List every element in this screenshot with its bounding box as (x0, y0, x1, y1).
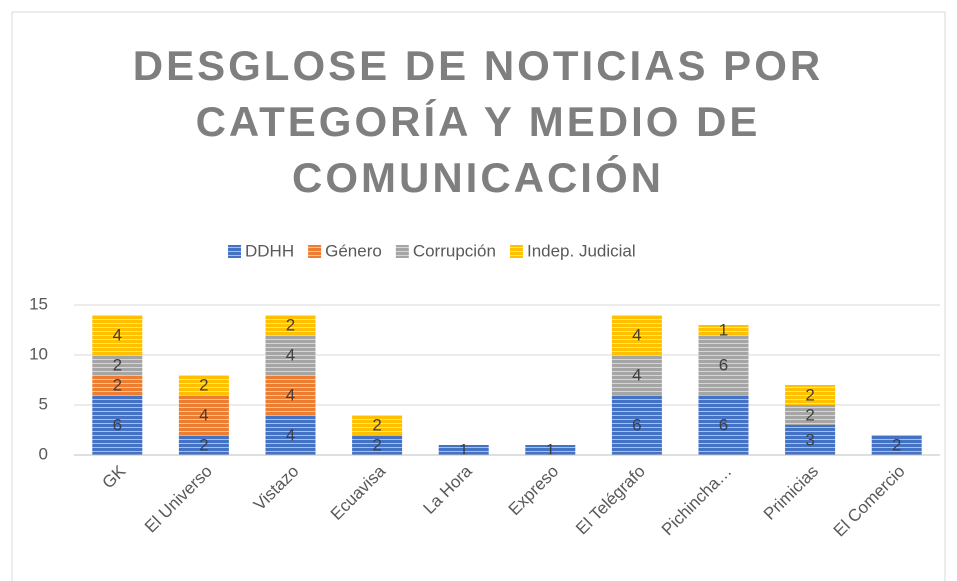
x-tick-label: Primicias (760, 462, 822, 524)
bar-segment (611, 355, 662, 395)
data-label: 2 (113, 375, 122, 394)
bar-segment (178, 375, 229, 395)
legend-swatch (395, 245, 409, 258)
chart-title: DESGLOSE DE NOTICIAS POR CATEGORÍA Y MED… (132, 42, 824, 201)
bar-segment (265, 415, 316, 455)
data-label: 6 (719, 355, 728, 374)
x-tick-label: Pichincha… (658, 462, 736, 540)
bar-segment (698, 325, 749, 335)
data-label: 2 (199, 375, 208, 394)
data-label: 4 (113, 325, 122, 344)
data-label: 2 (805, 385, 814, 404)
bar-segment (265, 315, 316, 335)
bar-segment (178, 395, 229, 435)
bar-segment (92, 395, 143, 455)
x-tick-label: El Comercio (830, 462, 909, 541)
bar-segment (352, 435, 403, 455)
y-tick-label: 15 (29, 294, 48, 313)
data-label: 4 (286, 425, 295, 444)
data-label: 2 (372, 435, 381, 454)
legend-swatch (308, 245, 322, 258)
x-tick-label: El Universo (141, 462, 216, 537)
bar-segment (92, 355, 143, 375)
bar-segment (611, 315, 662, 355)
x-tick-label: Expreso (505, 462, 563, 520)
legend-swatch (228, 245, 241, 258)
data-label: 2 (199, 435, 208, 454)
bar-segment (178, 435, 229, 455)
data-label: 1 (546, 440, 555, 459)
bar-segment (352, 415, 403, 435)
legend-label: Género (325, 241, 382, 260)
bar-segment (785, 425, 836, 455)
data-label: 6 (113, 415, 122, 434)
bar-segment (698, 395, 749, 455)
chart-border (11, 11, 946, 581)
bar-segment (438, 445, 489, 455)
data-label: 2 (372, 415, 381, 434)
bar-segment (611, 395, 662, 455)
x-tick-label: La Hora (419, 461, 476, 518)
data-label: 4 (199, 405, 208, 424)
data-label: 2 (286, 315, 295, 334)
data-label: 1 (719, 320, 728, 339)
data-label: 4 (286, 385, 295, 404)
legend-swatch (509, 245, 523, 258)
bar-segment (785, 405, 836, 425)
bar-segment (785, 385, 836, 405)
data-label: 6 (719, 415, 728, 434)
data-label: 4 (632, 365, 641, 384)
x-tick-label: El Telégrafo (572, 462, 649, 539)
y-tick-label: 5 (39, 394, 48, 413)
bar-segment (525, 445, 576, 455)
data-label: 4 (286, 345, 295, 364)
bar-segment (871, 435, 922, 455)
legend-label: DDHH (245, 241, 294, 260)
bar-segment (92, 375, 143, 395)
legend-label: Indep. Judicial (527, 241, 636, 260)
bar-segment (265, 375, 316, 415)
data-label: 3 (805, 430, 814, 449)
bar-segment (265, 335, 316, 375)
data-label: 6 (632, 415, 641, 434)
data-label: 4 (632, 325, 641, 344)
data-label: 2 (113, 355, 122, 374)
x-tick-label: Ecuavisa (327, 461, 390, 524)
x-tick-label: GK (98, 461, 129, 492)
x-tick-label: Vistazo (250, 462, 303, 515)
y-tick-label: 0 (39, 444, 48, 463)
data-label: 2 (892, 435, 901, 454)
y-tick-label: 10 (29, 344, 48, 363)
bar-segment (698, 335, 749, 395)
data-label: 1 (459, 440, 468, 459)
bar-segment (92, 315, 143, 355)
data-label: 2 (805, 405, 814, 424)
legend-label: Corrupción (413, 241, 496, 260)
